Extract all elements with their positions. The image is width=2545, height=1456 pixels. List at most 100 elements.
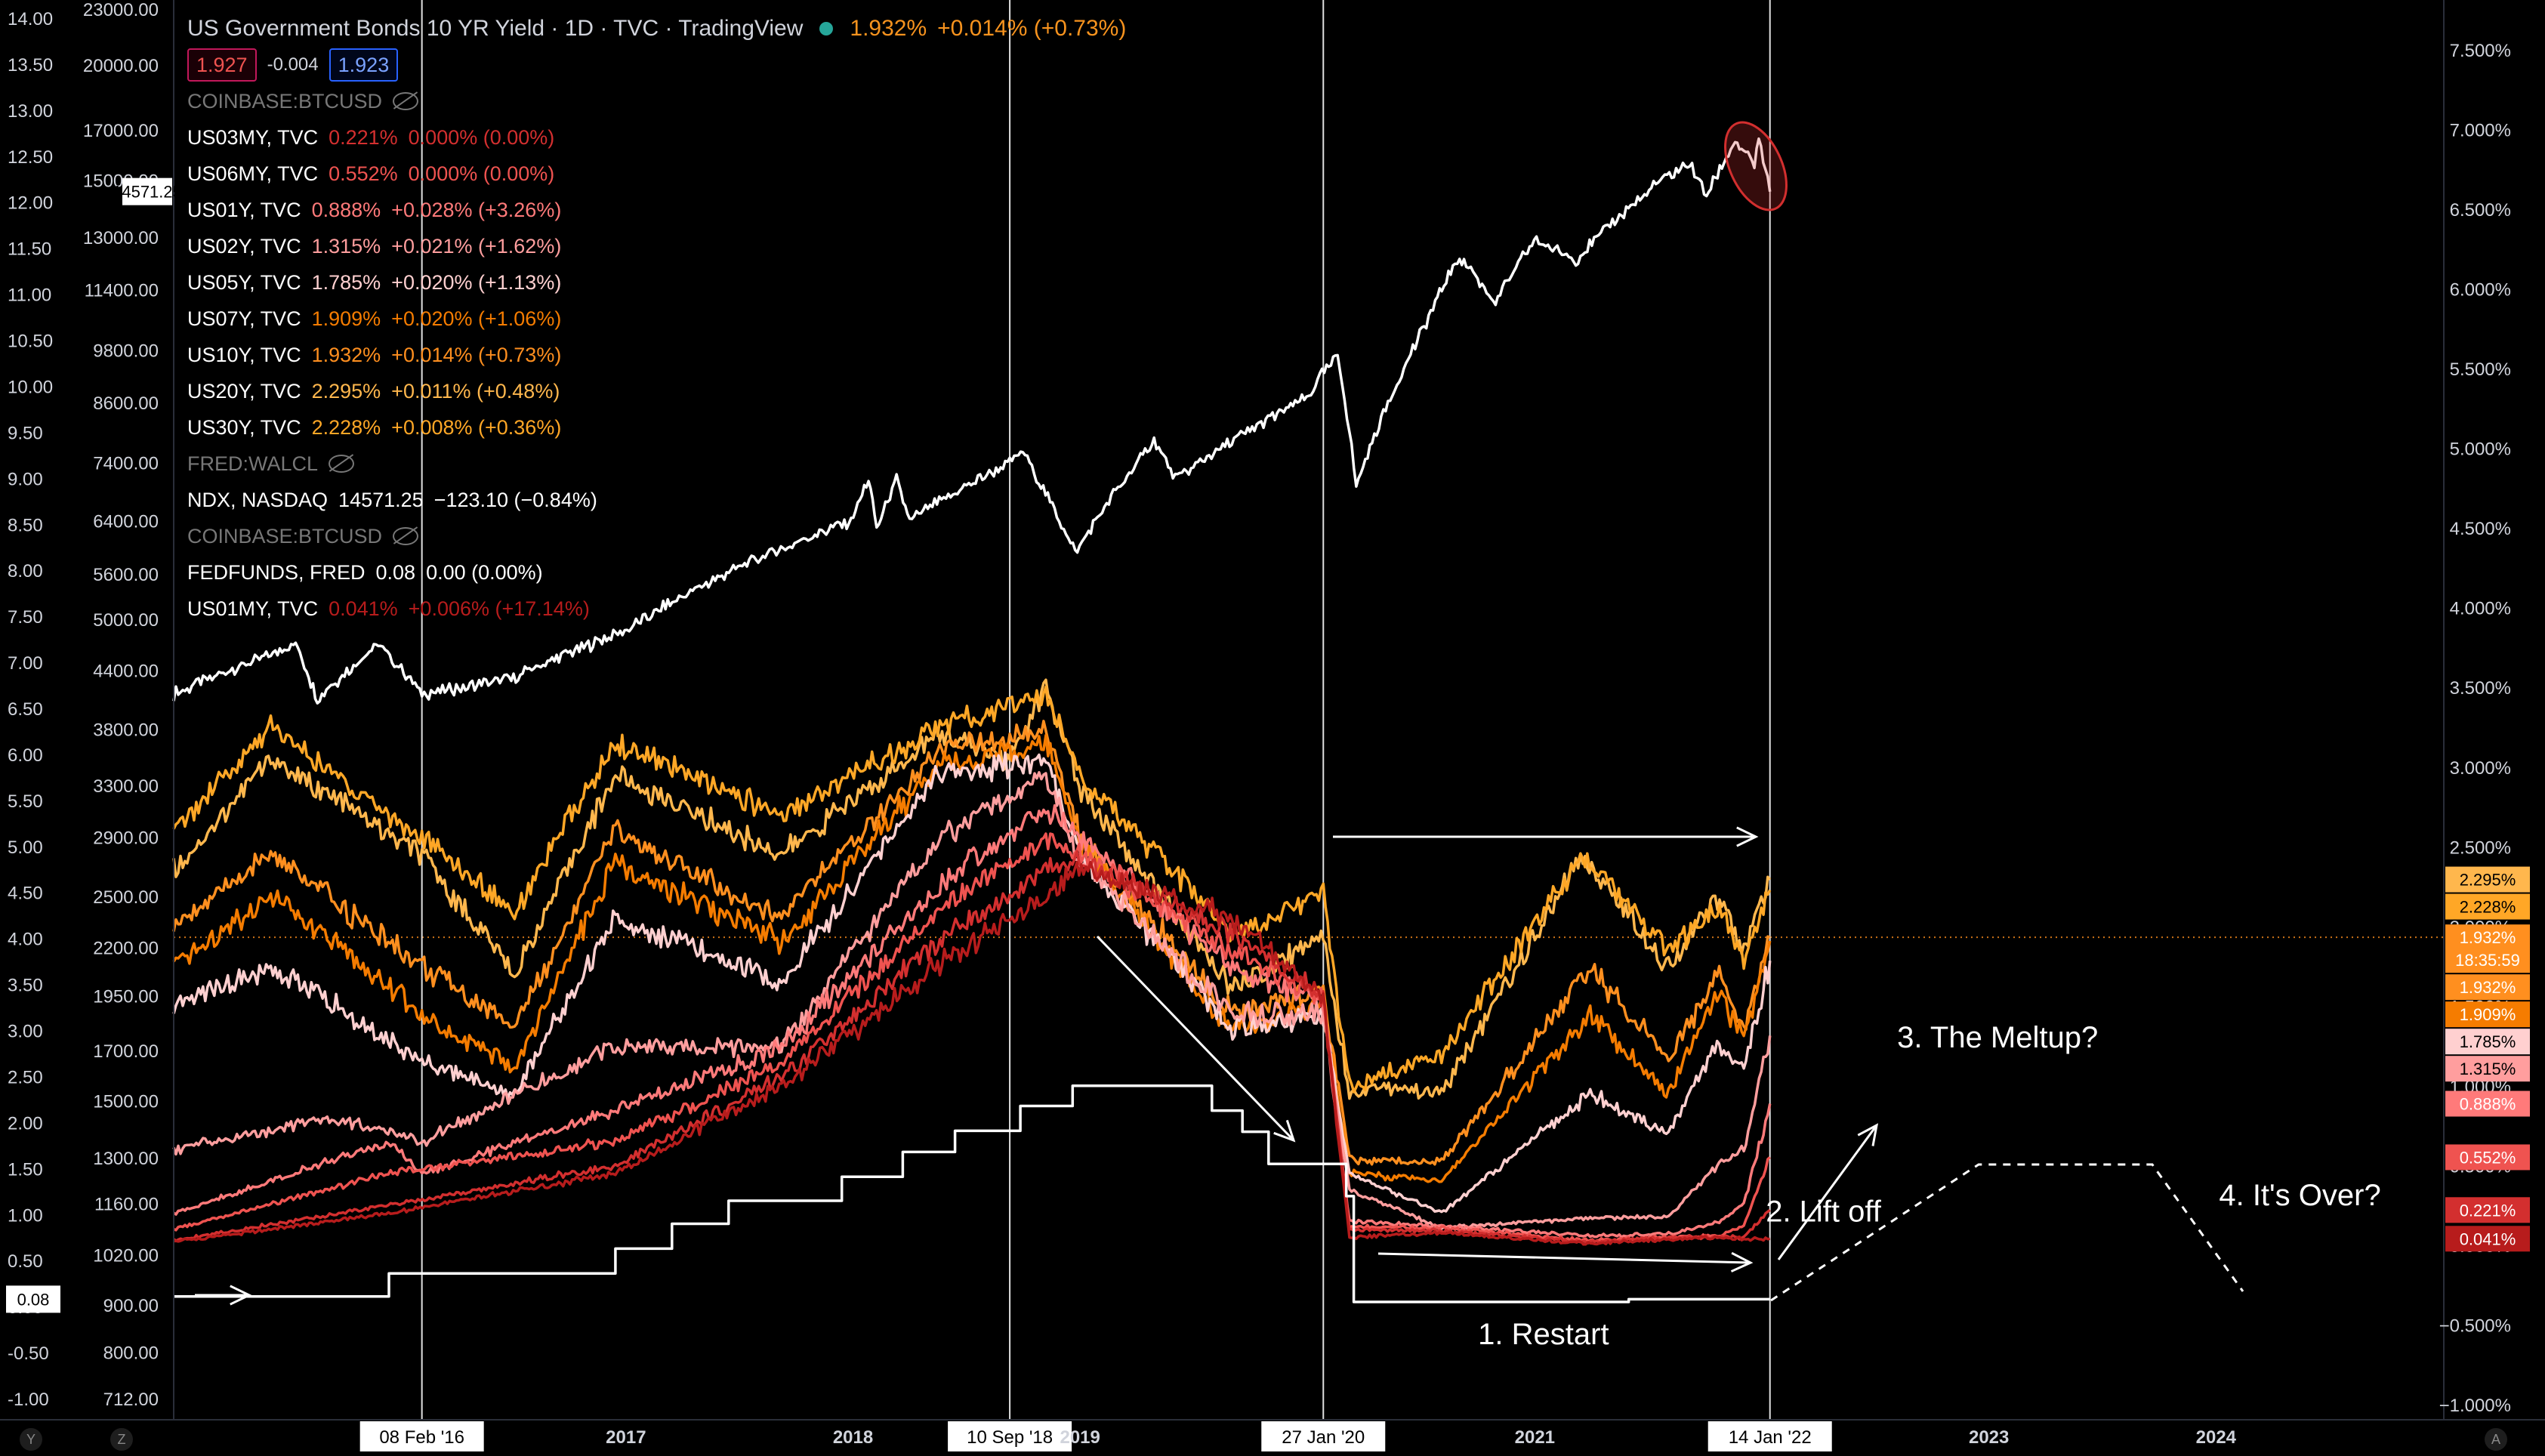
legend-symbol: US30Y, TVC [187,416,301,439]
series-line [173,860,1770,1246]
right-axis-panel [2444,0,2545,1420]
left-axis-tick-label: 9.00 [8,469,43,489]
annotation-over: 4. It's Over? [2219,1179,2380,1212]
market-status-icon [819,22,834,35]
time-axis-label: 2018 [833,1427,873,1448]
ndx-axis-tick-label: 1020.00 [93,1246,159,1266]
ndx-price-label: 14571.25 [113,183,182,202]
legend-change: 0.00 (0.00%) [426,561,543,584]
right-axis-tick-label: −0.500% [2439,1316,2511,1336]
price-badge-label: 0.041% [2460,1229,2516,1248]
left-axis-tick-label: 13.00 [8,101,53,122]
buy-button[interactable]: 1.923 [329,48,399,82]
price-badge [2445,866,2530,893]
price-badge [2445,1056,2530,1082]
right-axis-tick-label: 2.500% [2450,838,2511,858]
left-axis-tick-label: 3.00 [8,1022,43,1042]
time-marker-badge [1261,1421,1386,1451]
legend-value: 0.888% [311,199,381,221]
eye-hidden-icon[interactable] [393,527,419,545]
legend-row[interactable]: US07Y, TVC 1.909% +0.020% (+1.06%) [187,301,1126,337]
legend-row[interactable]: US03MY, TVC 0.221% 0.000% (0.00%) [187,119,1126,156]
legend-row[interactable]: US30Y, TVC 2.228% +0.008% (+0.36%) [187,409,1126,446]
legend-symbol: FRED:WALCL [187,452,319,475]
drawing-layer: 1. Restart 2. Lift off 3. The Meltup? 4. It… [195,121,2381,1351]
left-axis-tick-label: 0.50 [8,1251,43,1272]
left-axis-tick-label: 4.50 [8,884,43,904]
legend-row[interactable]: NDX, NASDAQ 14571.25 −123.10 (−0.84%) [187,482,1126,518]
last-change: +0.014% (+0.73%) [937,16,1127,41]
legend: US Government Bonds 10 YR Yield · 1D · T… [187,11,1126,627]
left-axis-tick-label: 10.00 [8,377,53,397]
series-line [172,771,1772,1230]
right-axis-tick-label: 4.500% [2450,519,2511,539]
legend-row[interactable]: FEDFUNDS, FRED 0.08 0.00 (0.00%) [187,554,1126,591]
legend-row[interactable]: US01Y, TVC 0.888% +0.028% (+3.26%) [187,192,1126,228]
legend-symbol: US05Y, TVC [187,271,301,294]
series-line [172,720,1771,1166]
legend-row[interactable]: US20Y, TVC 2.295% +0.011% (+0.48%) [187,373,1126,409]
legend-symbol: COINBASE:BTCUSD [187,525,383,548]
legend-symbol: US07Y, TVC [187,307,301,330]
legend-symbol: FEDFUNDS, FRED [187,561,366,584]
eye-hidden-icon[interactable] [329,455,355,473]
ndx-axis-tick-label: 3300.00 [93,776,159,797]
price-badge-label: 0.221% [2460,1201,2516,1220]
legend-row[interactable]: US06MY, TVC 0.552% 0.000% (0.00%) [187,156,1126,192]
left-axis-tick-label: 8.00 [8,561,43,581]
legend-value: 1.909% [311,307,381,330]
price-badge [2445,1001,2530,1028]
time-axis-label: 2019 [1060,1427,1100,1448]
zoom-button[interactable]: Z [110,1428,133,1451]
ndx-axis-tick-label: 2500.00 [93,887,159,908]
legend-row[interactable]: COINBASE:BTCUSD [187,518,1126,554]
legend-row[interactable]: US01MY, TVC 0.041% +0.006% (+17.14%) [187,591,1126,627]
ndx-axis-tick-label: 1500.00 [93,1091,159,1112]
series-line [173,832,1771,1243]
legend-symbol: US03MY, TVC [187,126,319,149]
left-axis-tick-label: 7.50 [8,607,43,628]
legend-change: +0.008% (+0.36%) [391,416,562,439]
right-axis-tick-label: 5.500% [2450,359,2511,380]
ndx-axis-tick-label: 900.00 [103,1296,159,1316]
left-axis-panel [0,0,172,1420]
legend-row[interactable]: US05Y, TVC 1.785% +0.020% (+1.13%) [187,264,1126,301]
arrow-head [1857,1123,1879,1146]
arrow-head [1730,1251,1754,1272]
chart-title[interactable]: US Government Bonds 10 YR Yield · 1D · T… [187,16,804,41]
legend-value: 0.552% [329,162,398,185]
series-line [172,751,1772,1214]
time-axis-label: 2017 [606,1427,646,1448]
right-axis-tick-label: 4.000% [2450,599,2511,619]
ndx-axis-tick-label: 5600.00 [93,565,159,585]
eye-hidden-icon[interactable] [393,92,419,110]
go-to-y-button[interactable]: Y [20,1428,42,1451]
ndx-axis-tick-label: 1300.00 [93,1149,159,1169]
ndx-axis-tick-label: 17000.00 [83,121,159,141]
time-marker-label: 14 Jan '22 [1729,1427,1812,1448]
last-price: 1.932% [850,16,927,41]
left-axis-tick-label: 1.50 [8,1159,43,1180]
ndx-axis-tick-label: 8600.00 [93,393,159,414]
time-marker-badge [359,1421,484,1451]
legend-row[interactable]: US02Y, TVC 1.315% +0.021% (+1.62%) [187,228,1126,264]
left-axis-tick-label: 2.50 [8,1067,43,1087]
left-axis-tick-label: 13.50 [8,55,53,76]
price-badge [2445,1090,2530,1117]
right-axis-tick-label: 3.000% [2450,758,2511,779]
ndx-axis-tick-label: 4400.00 [93,662,159,682]
arrow-head [1736,826,1759,847]
legend-row[interactable]: FRED:WALCL [187,446,1126,482]
auto-scale-button[interactable]: A [2485,1428,2507,1451]
legend-row[interactable]: US10Y, TVC 1.932% +0.014% (+0.73%) [187,337,1126,373]
price-badge-label: 0.552% [2460,1148,2516,1167]
price-badge-label: 1.785% [2460,1032,2516,1051]
series-line [173,804,1772,1239]
sell-button[interactable]: 1.927 [187,48,257,82]
legend-symbol: COINBASE:BTCUSD [187,90,383,113]
legend-row[interactable]: COINBASE:BTCUSD [187,83,1126,119]
right-axis-tick-label: 7.000% [2450,121,2511,141]
ndx-axis-tick-label: 13000.00 [83,228,159,248]
countdown-label: 18:35:59 [2455,951,2520,970]
